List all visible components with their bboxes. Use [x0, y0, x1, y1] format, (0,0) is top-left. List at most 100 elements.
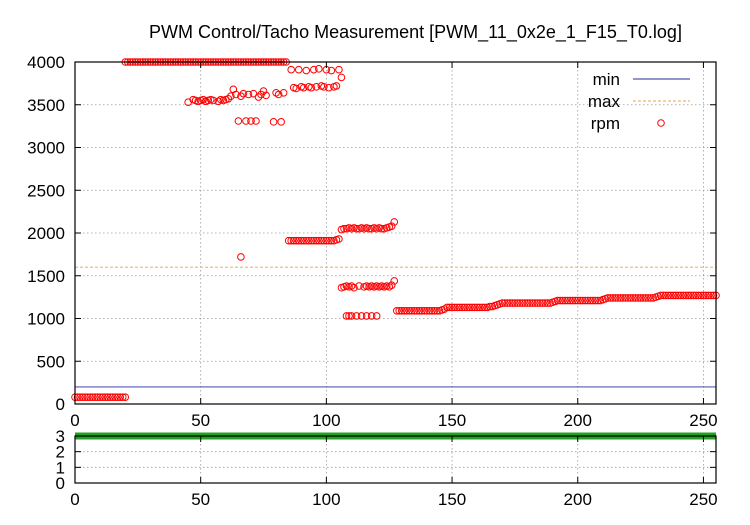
p1-x-tick-label-0: 0 — [70, 490, 79, 509]
p0-rpm-point-175 — [365, 224, 373, 233]
p0-rpm-point-237 — [450, 303, 459, 312]
p0-rpm-point-150 — [302, 236, 311, 245]
p0-rpm-point-300 — [609, 294, 617, 302]
legend-label-max: max — [588, 92, 621, 111]
p0-rpm-point-214 — [392, 307, 401, 315]
p0-rpm-point-330 — [684, 291, 693, 300]
p0-rpm-point-335 — [697, 291, 705, 300]
p0-rpm-point-160 — [327, 236, 336, 245]
p0-rpm-point-7 — [88, 393, 97, 401]
p0-y-tick-label-8: 4000 — [27, 53, 65, 72]
p0-rpm-point-165 — [340, 224, 348, 233]
p0-rpm-point-141 — [337, 73, 346, 82]
p0-rpm-point-185 — [390, 218, 399, 226]
p0-rpm-point-305 — [621, 294, 630, 302]
p0-rpm-point-294 — [594, 296, 602, 305]
p0-rpm-point-331 — [687, 291, 695, 300]
p0-rpm-point-112 — [254, 93, 263, 101]
p0-rpm-point-223 — [415, 307, 424, 315]
p0-rpm-point-101 — [227, 92, 235, 100]
p0-rpm-point-270 — [533, 299, 542, 307]
p0-rpm-point-132 — [315, 65, 323, 73]
p0-rpm-point-157 — [320, 236, 328, 245]
p1-y-tick-label-1: 1 — [56, 458, 65, 477]
p0-rpm-point-226 — [423, 307, 431, 315]
p0-rpm-point-248 — [478, 303, 487, 312]
p0-rpm-point-118 — [274, 90, 283, 99]
p1-y-tick-label-3: 3 — [56, 427, 65, 446]
p0-rpm-point-211 — [362, 312, 371, 320]
p0-rpm-point-218 — [403, 307, 411, 315]
p0-rpm-point-116 — [269, 118, 278, 126]
p0-rpm-point-207 — [345, 312, 353, 320]
p0-rpm-point-271 — [536, 299, 544, 307]
p0-rpm-point-299 — [606, 294, 615, 302]
p0-rpm-point-134 — [320, 83, 328, 91]
p0-rpm-point-148 — [297, 236, 306, 245]
p0-rpm-point-236 — [448, 303, 456, 312]
p1-plot-frame — [74, 435, 717, 484]
p0-rpm-point-5 — [83, 393, 92, 401]
p0-rpm-point-266 — [523, 299, 532, 307]
p0-rpm-point-105 — [237, 92, 245, 100]
p0-rpm-point-104 — [234, 117, 243, 125]
p0-rpm-point-267 — [526, 299, 534, 307]
p0-rpm-point-340 — [709, 291, 718, 300]
p0-rpm-point-228 — [428, 307, 436, 315]
p0-rpm-point-273 — [541, 299, 549, 307]
p0-rpm-point-302 — [614, 294, 622, 302]
p0-rpm-point-242 — [463, 303, 471, 312]
p0-rpm-point-326 — [674, 291, 683, 300]
p0-rpm-point-146 — [292, 236, 301, 245]
p0-rpm-point-229 — [430, 307, 439, 315]
p0-rpm-point-8 — [91, 393, 99, 401]
p0-rpm-point-265 — [521, 299, 529, 307]
p0-rpm-point-221 — [410, 307, 419, 315]
p0-rpm-point-9 — [93, 393, 102, 401]
p0-rpm-point-95 — [209, 96, 218, 105]
p0-rpm-point-234 — [443, 303, 451, 312]
p0-rpm-point-319 — [656, 291, 665, 300]
p0-rpm-point-336 — [699, 291, 708, 300]
p0-rpm-point-144 — [287, 236, 295, 245]
p0-rpm-point-220 — [408, 307, 416, 315]
p0-rpm-point-339 — [707, 291, 715, 300]
p0-rpm-point-289 — [581, 296, 590, 305]
p0-rpm-point-222 — [413, 307, 421, 315]
p0-y-tick-label-7: 3500 — [27, 96, 65, 115]
p0-rpm-point-1 — [73, 393, 82, 401]
p0-rpm-point-244 — [468, 303, 476, 312]
p0-rpm-point-334 — [694, 291, 703, 300]
p0-rpm-point-314 — [644, 294, 652, 302]
p0-rpm-point-130 — [310, 65, 318, 74]
p0-rpm-point-108 — [244, 90, 253, 99]
p0-rpm-point-224 — [418, 307, 426, 315]
p0-rpm-point-129 — [307, 83, 316, 92]
p0-rpm-point-152 — [307, 236, 316, 245]
p0-y-tick-label-3: 1500 — [27, 267, 65, 286]
p0-rpm-point-155 — [315, 236, 323, 245]
p0-rpm-point-206 — [342, 312, 351, 320]
p0-x-tick-label-2: 100 — [312, 411, 340, 430]
p0-rpm-point-121 — [287, 65, 295, 74]
p0-rpm-point-111 — [252, 117, 260, 125]
p0-rpm-point-216 — [397, 307, 406, 315]
p0-rpm-point-307 — [626, 294, 635, 302]
p0-chart-title: PWM Control/Tacho Measurement [PWM_11_0x… — [149, 22, 682, 43]
p0-rpm-point-306 — [624, 294, 632, 302]
p0-rpm-point-110 — [249, 89, 258, 98]
p0-rpm-point-259 — [506, 299, 514, 307]
p0-y-tick-label-1: 500 — [37, 352, 65, 371]
p0-rpm-point-269 — [531, 299, 539, 307]
p0-rpm-point-10 — [96, 393, 104, 401]
p0-rpm-point-225 — [420, 307, 429, 315]
p0-rpm-point-208 — [347, 312, 356, 320]
p0-rpm-point-274 — [543, 299, 552, 307]
p0-rpm-point-290 — [584, 296, 592, 305]
p0-rpm-point-14 — [106, 393, 114, 401]
p0-y-tick-label-5: 2500 — [27, 181, 65, 200]
p1-x-tick-label-4: 200 — [564, 490, 592, 509]
p0-x-tick-label-1: 50 — [191, 411, 210, 430]
p0-rpm-point-257 — [501, 299, 509, 307]
p0-rpm-point-205 — [390, 277, 399, 285]
